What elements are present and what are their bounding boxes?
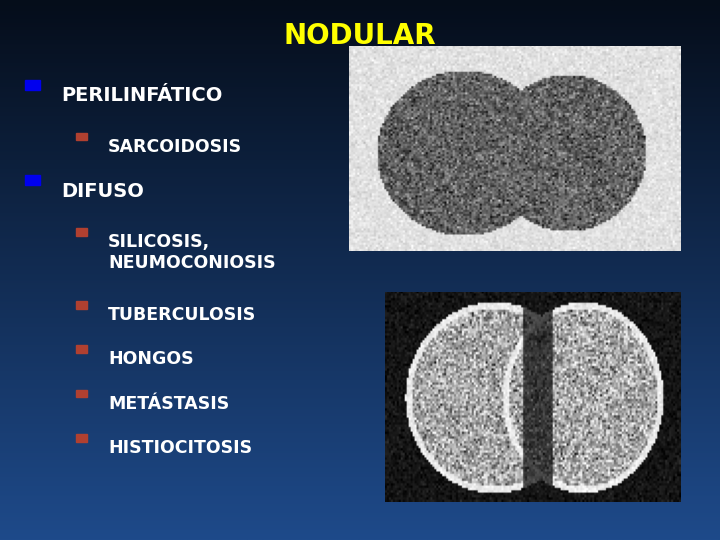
Text: SILICOSIS,
NEUMOCONIOSIS: SILICOSIS, NEUMOCONIOSIS [108, 233, 276, 272]
Text: PERILINFÁTICO: PERILINFÁTICO [61, 86, 222, 105]
Bar [25, 176, 40, 185]
Bar [76, 301, 87, 309]
Bar [76, 434, 87, 442]
Bar [76, 389, 87, 397]
Bar [76, 132, 87, 140]
Bar [76, 228, 87, 236]
Text: TUBERCULOSIS: TUBERCULOSIS [108, 306, 256, 324]
Bar [25, 80, 40, 90]
Text: SARCOIDOSIS: SARCOIDOSIS [108, 138, 242, 156]
Text: HONGOS: HONGOS [108, 350, 194, 368]
Text: DIFUSO: DIFUSO [61, 182, 144, 201]
Text: METÁSTASIS: METÁSTASIS [108, 395, 229, 413]
Text: NODULAR: NODULAR [284, 22, 436, 50]
Text: HISTIOCITOSIS: HISTIOCITOSIS [108, 439, 252, 457]
Bar [76, 345, 87, 353]
